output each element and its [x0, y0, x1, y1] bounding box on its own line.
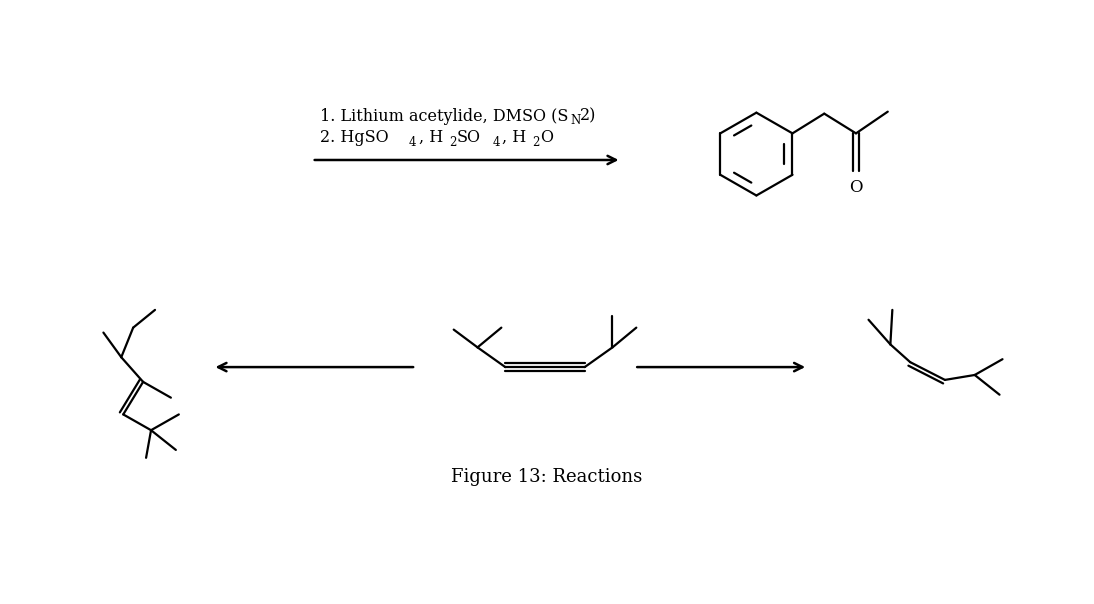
Text: O: O — [540, 129, 554, 146]
Text: O: O — [849, 179, 863, 196]
Text: N: N — [571, 115, 581, 127]
Text: 2: 2 — [532, 136, 539, 149]
Text: 2: 2 — [449, 136, 456, 149]
Text: , H: , H — [502, 129, 526, 146]
Text: , H: , H — [419, 129, 443, 146]
Text: 2): 2) — [580, 108, 596, 124]
Text: Figure 13: Reactions: Figure 13: Reactions — [452, 467, 642, 486]
Text: 4: 4 — [492, 136, 500, 149]
Text: 4: 4 — [409, 136, 417, 149]
Text: 1. Lithium acetylide, DMSO (S: 1. Lithium acetylide, DMSO (S — [319, 108, 568, 124]
Text: SO: SO — [456, 129, 480, 146]
Text: 2. HgSO: 2. HgSO — [319, 129, 388, 146]
